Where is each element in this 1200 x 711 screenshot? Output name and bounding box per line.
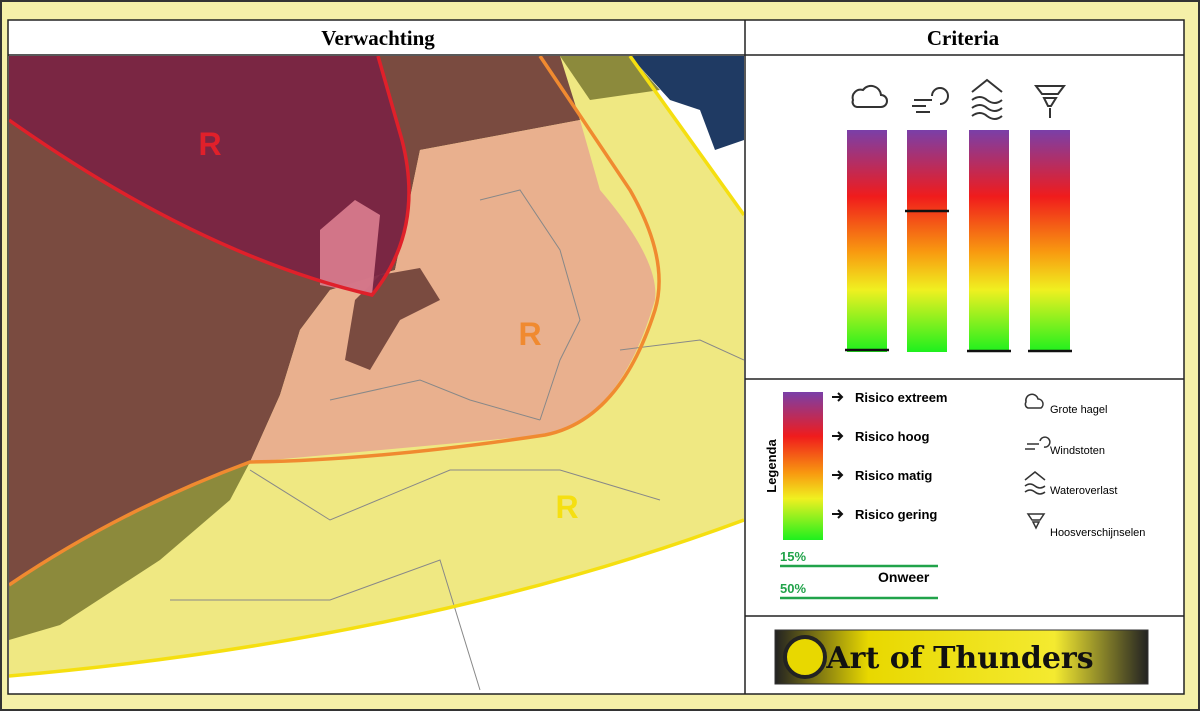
zone-outline [9, 56, 661, 587]
sea-zone [560, 56, 660, 100]
logo-emblem [783, 635, 827, 679]
zone-outline [9, 56, 744, 678]
risk-bar [907, 130, 947, 352]
borders [170, 189, 744, 691]
thunder-label: Onweer [878, 569, 930, 585]
risk-zone-high [9, 56, 409, 295]
arrow [832, 470, 844, 480]
phenomenon-label: Grote hagel [1050, 404, 1107, 416]
arrow [832, 509, 844, 519]
map: R R R [9, 56, 744, 693]
zone-outline [9, 56, 411, 297]
phenomenon-label: Hoosverschijnselen [1050, 527, 1145, 539]
risk-bar [1030, 130, 1070, 352]
criteria-bars [845, 130, 1072, 353]
sea [630, 56, 744, 150]
risk-bar [969, 130, 1009, 352]
panel-title: Verwachting [321, 26, 435, 50]
land [320, 200, 380, 295]
level-label: Risico extreem [855, 390, 948, 405]
level-label: Risico hoog [855, 429, 929, 444]
risk-label: R [198, 126, 221, 162]
risk-bar [847, 130, 887, 352]
arrow [832, 431, 844, 441]
risk-label: R [555, 489, 578, 525]
legend-title: Legenda [764, 439, 779, 493]
level-label: Risico gering [855, 507, 937, 522]
phenomenon-label: Windstoten [1050, 445, 1105, 457]
panel-title: Criteria [927, 26, 1000, 50]
legend-bar [783, 392, 823, 540]
risk-label: R [518, 316, 541, 352]
legend-phenomena: Grote hagel Windstoten Wateroverlast Hoosve… [1050, 404, 1145, 539]
level-label: Risico matig [855, 468, 932, 483]
logo-text: Art of Thunders [825, 641, 1093, 676]
probability-label: 15% [780, 549, 806, 564]
criteria-icons [851, 78, 1066, 120]
phenomenon-label: Wateroverlast [1050, 485, 1117, 497]
legend-icons [1024, 393, 1051, 530]
logo [774, 629, 1149, 685]
arrow [832, 392, 844, 402]
probability-label: 50% [780, 581, 806, 596]
legend-levels: Risico extreem Risico hoog Risico matig Ris… [832, 390, 948, 522]
sea-zone [9, 462, 250, 640]
